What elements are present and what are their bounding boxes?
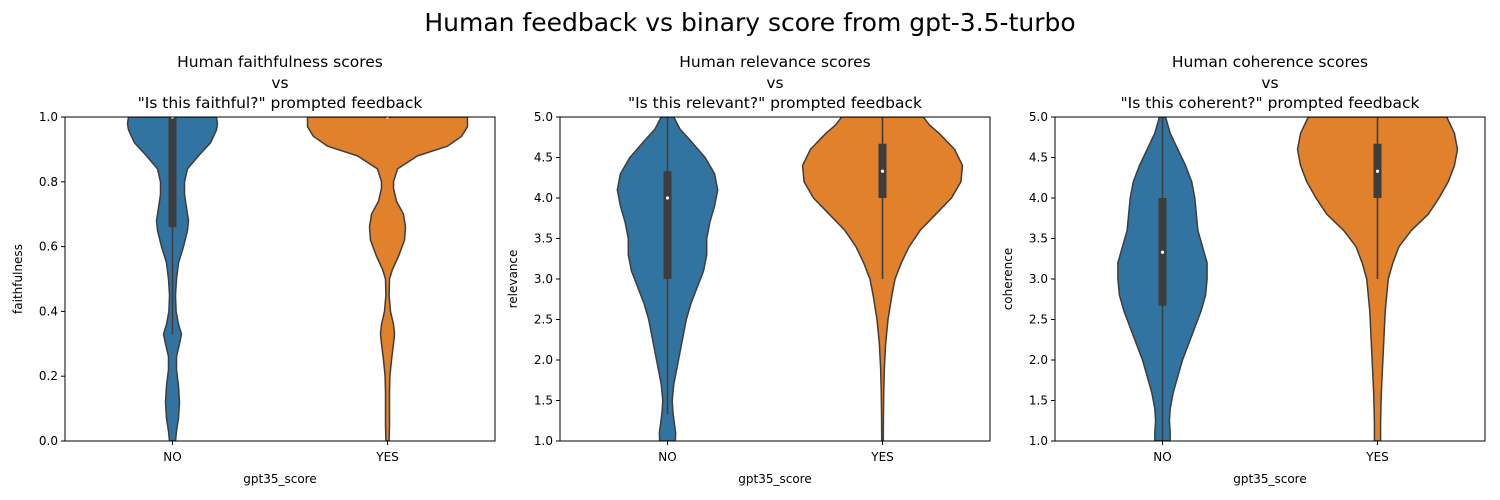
y-tick-label: 0.2 [39,369,58,383]
x-axis-label: gpt35_score [243,472,316,486]
y-tick-label: 4.0 [1029,191,1048,205]
violin-yes [306,117,469,441]
y-tick-label: 4.0 [534,191,553,205]
y-tick-label: 0.8 [39,175,58,189]
plot-area [616,117,964,441]
chart-title-line: Human relevance scores [679,53,870,71]
x-tick-label-yes: YES [1365,450,1389,464]
median-marker-yes [1375,169,1380,173]
median-marker-no [1160,250,1165,254]
y-tick-label: 1.0 [39,110,58,124]
chart-title-line: "Is this relevant?" prompted feedback [628,94,922,112]
y-tick-label: 2.0 [534,353,553,367]
y-tick-label: 3.5 [534,232,553,246]
plot-area [1117,117,1459,441]
y-tick-label: 2.5 [1029,313,1048,327]
chart-title-line: vs [1261,74,1278,92]
x-axis-label: gpt35_score [1233,472,1306,486]
y-tick-label: 2.0 [1029,353,1048,367]
panels: 0.0 0.2 0.4 0.6 0.8 1.0 NO YES gpt35_score faithf… [11,53,1486,486]
chart-title-line: vs [271,74,288,92]
y-tick-label: 1.5 [534,394,553,408]
chart-title-line: Human coherence scores [1172,53,1368,71]
y-axis-label: coherence [1001,248,1015,311]
y-tick-label: 1.0 [534,434,553,448]
chart-panel-0: 0.0 0.2 0.4 0.6 0.8 1.0 NO YES gpt35_score faithf… [11,53,496,486]
y-axis-label: relevance [506,250,520,309]
x-tick-label-no: NO [658,450,676,464]
x-axis-label: gpt35_score [738,472,811,486]
chart-title-line: "Is this faithful?" prompted feedback [138,94,423,112]
y-tick-label: 5.0 [1029,110,1048,124]
y-tick-label: 3.0 [534,272,553,286]
x-tick-label-no: NO [163,450,181,464]
median-marker-yes [880,169,885,173]
y-tick-label: 5.0 [534,110,553,124]
plot-area [126,117,469,441]
y-tick-label: 2.5 [534,313,553,327]
x-tick-label-yes: YES [870,450,894,464]
figure-suptitle: Human feedback vs binary score from gpt-… [424,8,1075,37]
chart-title-line: "Is this coherent?" prompted feedback [1121,94,1420,112]
y-tick-label: 0.4 [39,304,58,318]
y-tick-label: 1.5 [1029,394,1048,408]
y-tick-label: 3.0 [1029,272,1048,286]
y-tick-label: 4.5 [1029,151,1048,165]
chart-panel-1: 1.0 1.5 2.0 2.5 3.0 3.5 4.0 4.5 5.0 NO YES gpt35_sc… [506,53,991,486]
axes-frame [64,116,496,442]
iqr-box-no [663,171,672,279]
y-tick-label: 0.0 [39,434,58,448]
y-tick-label: 1.0 [1029,434,1048,448]
x-tick-label-no: NO [1153,450,1171,464]
median-marker-no [665,196,670,200]
y-axis-label: faithfulness [11,244,25,314]
chart-title-line: Human faithfulness scores [177,53,383,71]
iqr-box-no [168,117,177,228]
chart-panel-2: 1.0 1.5 2.0 2.5 3.0 3.5 4.0 4.5 5.0 NO YES gpt35_sc… [1001,53,1486,486]
y-tick-label: 3.5 [1029,232,1048,246]
y-tick-label: 4.5 [534,151,553,165]
y-tick-label: 0.6 [39,240,58,254]
chart-title-line: vs [766,74,783,92]
x-tick-label-yes: YES [375,450,399,464]
